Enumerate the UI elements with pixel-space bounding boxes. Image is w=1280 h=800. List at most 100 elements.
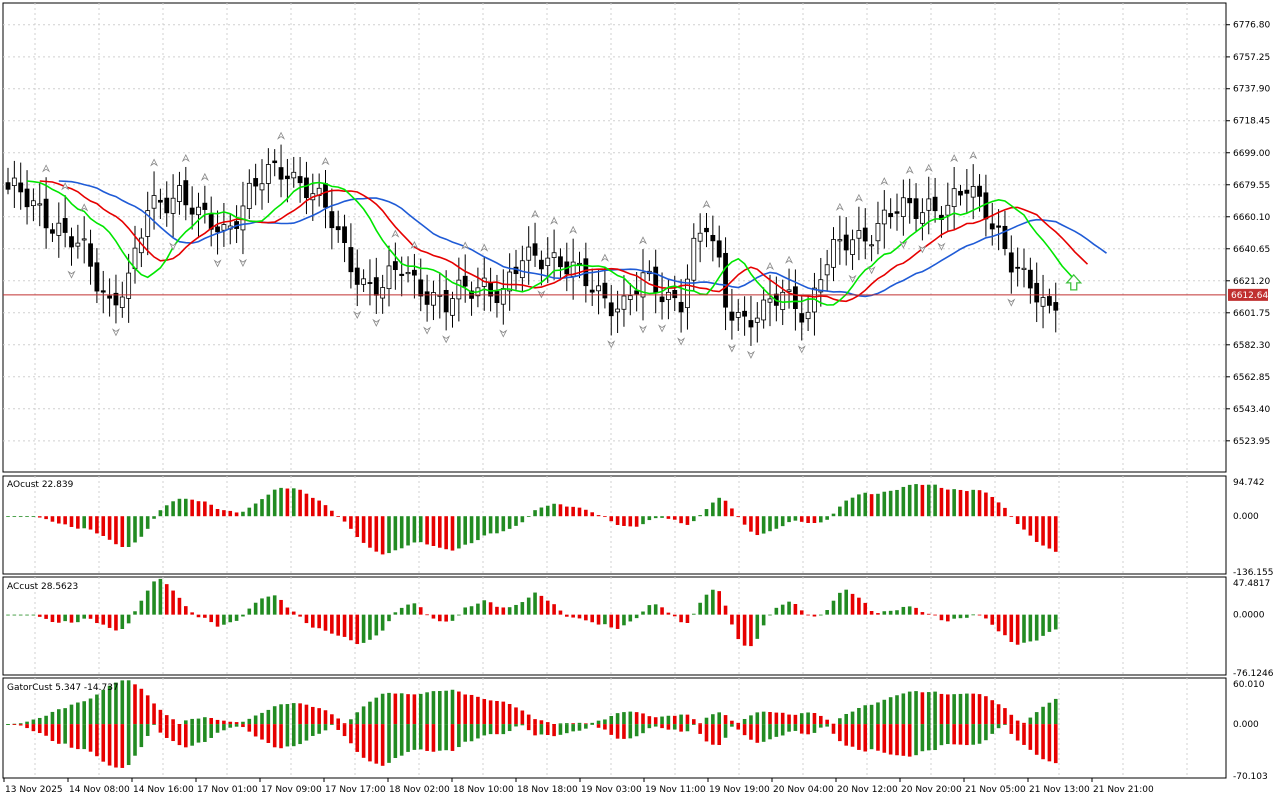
- candle-down: [716, 240, 722, 258]
- gator-bar-lower: [977, 724, 982, 744]
- gator-bar-upper: [272, 706, 277, 725]
- gator-bar-upper: [393, 693, 398, 725]
- ac-bar: [145, 590, 150, 615]
- ao-bar: [1028, 516, 1033, 536]
- gator-bar-upper: [622, 712, 626, 725]
- gator-bar-lower: [298, 724, 302, 745]
- candle-down: [748, 320, 754, 328]
- ao-bar: [933, 484, 937, 517]
- ac-bar: [850, 593, 855, 615]
- gator-bar-upper: [844, 713, 848, 725]
- fractal-up-icon: [785, 255, 794, 264]
- ac-bar: [787, 601, 791, 615]
- time-tick-label: 18 Nov 02:00: [389, 785, 450, 795]
- gator-bar-lower: [761, 724, 766, 742]
- gator-bar-lower: [368, 724, 372, 762]
- ao-bar: [450, 516, 455, 551]
- ao-bar: [361, 516, 366, 543]
- osc-tick-label: 0.0000: [1233, 611, 1265, 621]
- fractal-up-icon: [638, 236, 648, 245]
- ao-bar: [69, 516, 74, 527]
- ac-bar: [672, 614, 677, 617]
- candle-down: [418, 279, 424, 297]
- candle-down: [354, 267, 360, 285]
- ao-bar: [520, 516, 525, 523]
- gator-bar-lower: [57, 724, 61, 744]
- gator-bar-lower: [1028, 724, 1033, 750]
- gator-bar-lower: [37, 724, 42, 734]
- ao-bar: [723, 500, 728, 517]
- ao-bar: [907, 484, 912, 517]
- gator-bar-upper: [850, 711, 855, 725]
- candle-down: [323, 183, 328, 208]
- candle-up: [850, 239, 855, 255]
- ac-bar: [120, 614, 125, 630]
- ao-bar: [596, 515, 601, 517]
- ac-bar: [977, 614, 982, 616]
- ac-bar: [260, 598, 264, 615]
- time-tick-label: 20 Nov 12:00: [837, 785, 898, 795]
- fractal-up-icon: [950, 154, 959, 163]
- fractal-up-icon: [42, 164, 51, 173]
- fractal-up-icon: [600, 253, 609, 262]
- gator-bar-lower: [812, 724, 817, 733]
- fractal-down-icon: [423, 326, 432, 335]
- ac-bar: [349, 614, 353, 641]
- ao-bar: [1022, 516, 1026, 530]
- ac-bar: [463, 607, 467, 615]
- ao-bar: [260, 499, 264, 517]
- gator-pane-frame: [2, 677, 1227, 779]
- ao-bar: [876, 493, 880, 517]
- candle-up: [551, 252, 557, 258]
- price-tick-label: 6582.30: [1233, 341, 1270, 351]
- fractal-up-icon: [277, 131, 286, 140]
- ao-bar: [1041, 516, 1045, 546]
- ac-bar: [133, 611, 137, 615]
- ac-bar: [653, 604, 658, 615]
- price-tick-label: 6621.20: [1233, 277, 1270, 287]
- ac-bar: [107, 614, 112, 628]
- ao-bar: [850, 497, 855, 517]
- gator-bar-lower: [793, 724, 798, 731]
- fractal-down-icon: [727, 344, 736, 353]
- candle-up: [405, 272, 411, 275]
- gator-bar-lower: [184, 724, 188, 748]
- gator-bar-lower: [247, 724, 252, 732]
- candle-down: [24, 188, 30, 208]
- ao-bar: [666, 516, 671, 519]
- gator-bar-upper: [590, 722, 594, 725]
- gator-bar-lower: [196, 724, 201, 743]
- gator-bar-upper: [241, 721, 245, 725]
- ac-bar: [520, 602, 525, 615]
- ao-bar: [888, 490, 893, 517]
- gator-bar-upper: [698, 723, 702, 725]
- fractal-down-icon: [499, 329, 508, 338]
- time-tick-label: 21 Nov 21:00: [1093, 785, 1154, 795]
- gator-bar-upper: [76, 702, 80, 725]
- gator-bar-lower: [526, 724, 531, 731]
- ac-bar: [228, 614, 233, 623]
- ao-bar: [139, 516, 144, 537]
- ao-bar: [806, 516, 810, 523]
- time-tick-label: 20 Nov 04:00: [773, 785, 834, 795]
- ac-bar: [901, 606, 906, 615]
- ao-bar: [57, 516, 61, 524]
- candle-down: [329, 211, 335, 229]
- gator-bar-lower: [755, 724, 760, 743]
- gator-bar-upper: [869, 704, 874, 725]
- gator-histogram: [6, 680, 1058, 768]
- ao-bar: [533, 510, 537, 517]
- ac-bar: [272, 595, 277, 615]
- ac-bar: [838, 592, 842, 615]
- ao-bar: [469, 516, 474, 544]
- gator-bar-lower: [749, 724, 753, 740]
- candle-up: [246, 182, 252, 210]
- candle-down: [183, 180, 189, 206]
- fractal-up-icon: [765, 262, 775, 271]
- gator-bar-upper: [761, 711, 766, 725]
- gator-bar-upper: [342, 723, 347, 725]
- gator-bar-upper: [418, 693, 423, 725]
- gator-bar-lower: [260, 724, 264, 740]
- gator-bar-upper: [933, 691, 937, 725]
- candle-down: [94, 262, 100, 292]
